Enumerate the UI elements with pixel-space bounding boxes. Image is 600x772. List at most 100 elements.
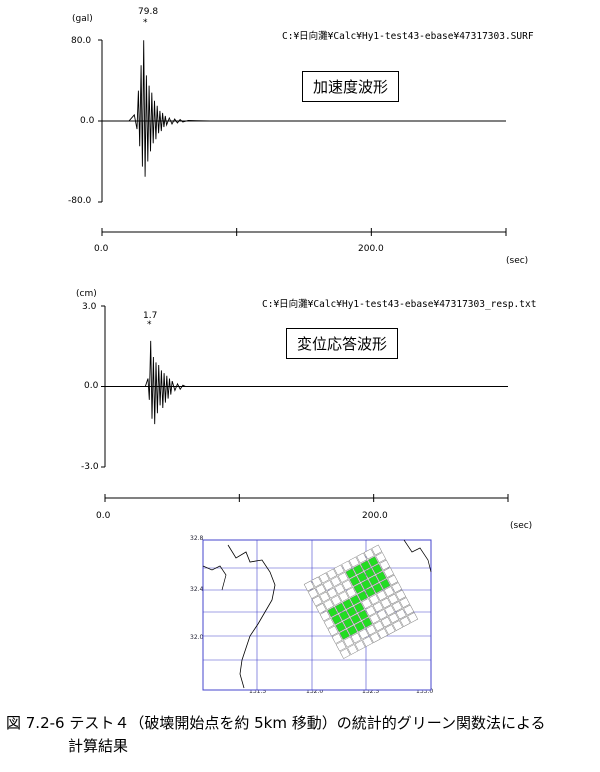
map-lat-tick-0: 32.8 — [190, 535, 204, 542]
disp-file-path: C:¥日向灘¥Calc¥Hy1-test43-ebase¥47317303_re… — [262, 299, 537, 310]
acc-ytick-bottom: -80.0 — [68, 196, 92, 206]
acc-ytick-zero: 0.0 — [80, 116, 95, 126]
subfault-cell — [379, 578, 391, 590]
map-coastline-north — [202, 565, 227, 591]
subfault-cell — [327, 606, 339, 618]
subfault-cell — [323, 599, 335, 610]
subfault-cell — [364, 586, 376, 598]
subfault-cell — [323, 618, 335, 629]
subfault-cell — [322, 580, 334, 591]
subfault-cell — [342, 598, 354, 610]
map-lon-tick-0: 131.5 — [249, 688, 267, 695]
disp-unit-label: (cm) — [76, 289, 97, 299]
subfault-cell — [335, 640, 347, 652]
subfault-cell — [399, 616, 411, 627]
caption-line-2: 計算結果 — [68, 737, 129, 755]
subfault-cell — [339, 629, 351, 640]
subfault-cell — [343, 636, 355, 648]
subfault-cell — [375, 552, 387, 563]
subfault-cell — [341, 560, 353, 572]
subfault-cell — [361, 598, 373, 609]
subfault-cell — [407, 612, 419, 623]
subfault-cell — [391, 601, 403, 612]
subfault-cell — [384, 624, 396, 635]
subfault-cell — [311, 576, 323, 588]
map-lat-tick-2: 32.0 — [190, 634, 204, 641]
acc-peak-marker: * — [143, 18, 148, 28]
subfault-cell — [372, 582, 384, 594]
subfault-cell — [387, 574, 399, 586]
subfault-cell — [383, 567, 395, 578]
subfault-cell — [311, 595, 323, 607]
subfault-cell — [342, 617, 354, 629]
subfault-cell — [361, 617, 373, 628]
waveform-plots — [98, 39, 509, 502]
subfault-cell — [376, 590, 388, 601]
subfault-cell — [365, 624, 377, 636]
disp-xlabel: (sec) — [510, 521, 533, 531]
subfault-cell — [379, 559, 391, 571]
subfault-cell — [403, 604, 415, 616]
acc-xtick-200: 200.0 — [358, 244, 384, 254]
subfault-cell — [331, 633, 343, 644]
subfault-cell — [315, 584, 327, 595]
map-coastline-east — [403, 539, 432, 573]
acc-unit-label: (gal) — [72, 14, 93, 24]
subfault-cell — [334, 583, 346, 595]
subfault-cell — [307, 588, 319, 599]
subfault-cell — [362, 636, 374, 647]
subfault-cell — [330, 576, 342, 587]
subfault-cell — [350, 632, 362, 644]
subfault-cell — [353, 583, 365, 594]
subfault-cell — [363, 548, 375, 560]
subfault-cell — [380, 597, 392, 609]
subfault-cell — [371, 544, 383, 556]
subfault-cell — [353, 602, 365, 613]
map-frame — [202, 539, 432, 691]
chart1-series-0-line — [105, 340, 508, 425]
subfault-cell — [356, 552, 368, 564]
map-coastline-main — [227, 544, 276, 689]
subfault-cell — [345, 568, 357, 579]
subfault-cell — [337, 572, 349, 583]
subfault-cell — [384, 605, 396, 616]
subfault-cell — [339, 648, 351, 659]
acc-ytick-top: 80.0 — [71, 36, 92, 46]
subfault-cell — [377, 628, 389, 639]
subfault-cell — [376, 609, 388, 620]
map-lon-tick-1: 132.0 — [306, 688, 324, 695]
subfault-cell — [375, 571, 387, 582]
disp-xtick-0: 0.0 — [96, 511, 111, 521]
subfault-cell — [319, 591, 331, 603]
subfault-cell — [380, 616, 392, 628]
subfault-cell — [345, 587, 357, 598]
subfault-cell — [315, 603, 327, 614]
subfault-cell — [354, 621, 366, 632]
subfault-cell — [388, 612, 400, 624]
subfault-cell — [387, 593, 399, 605]
subfault-cell — [357, 590, 369, 602]
subfault-cell — [334, 602, 346, 614]
fault-subfaults — [303, 544, 419, 659]
subfault-cell — [326, 587, 338, 599]
subfault-cell — [383, 586, 395, 597]
subfault-cell — [338, 610, 350, 621]
subfault-cell — [371, 563, 383, 575]
chart0-series-0-line — [102, 40, 506, 177]
acc-xlabel: (sec) — [506, 256, 529, 266]
subfault-cell — [318, 572, 330, 584]
disp-ytick-bottom: -3.0 — [81, 462, 99, 472]
subfault-cell — [319, 610, 331, 622]
subfault-cell — [341, 579, 353, 591]
subfault-cell — [357, 609, 369, 621]
figure-caption: 図 7.2-6 テスト４（破壊開始点を約 5km 移動）の統計的グリーン関数法に… — [6, 712, 546, 758]
subfault-cell — [364, 567, 376, 579]
disp-xtick-200: 200.0 — [362, 511, 388, 521]
subfault-cell — [367, 556, 379, 567]
subfault-cell — [360, 579, 372, 590]
subfault-cell — [338, 591, 350, 602]
subfault-cell — [347, 644, 359, 655]
subfault-cell — [399, 597, 411, 608]
subfault-cell — [335, 621, 347, 633]
